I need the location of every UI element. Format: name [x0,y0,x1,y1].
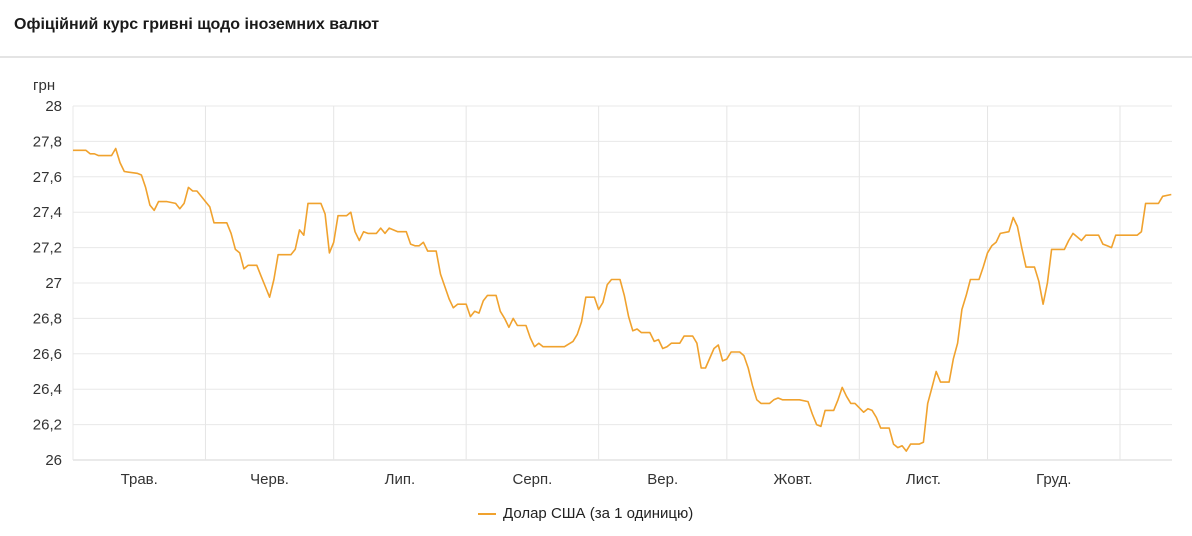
legend-label: Долар США (за 1 одиницю) [503,505,694,522]
y-tick-label: 27 [45,275,62,292]
y-tick-label: 26,4 [33,381,62,398]
y-tick-label: 26,2 [33,417,62,434]
x-tick-label: Лист. [906,471,941,488]
x-tick-label: Лип. [385,471,416,488]
x-tick-label: Груд. [1036,471,1071,488]
y-tick-label: 27,8 [33,133,62,150]
y-axis-unit: грн [33,77,55,94]
y-tick-label: 26,8 [33,310,62,327]
header-divider [0,56,1192,58]
y-tick-label: 26,6 [33,346,62,363]
y-tick-label: 27,6 [33,169,62,186]
chart-title: Офіційний курс гривні щодо іноземних вал… [14,16,380,33]
x-tick-label: Черв. [250,471,289,488]
x-tick-label: Вер. [647,471,678,488]
legend: Долар США (за 1 одиницю) [478,505,693,522]
series-line-usd [73,147,1172,452]
y-tick-label: 28 [45,98,62,115]
y-tick-label: 27,4 [33,204,62,221]
y-tick-label: 26 [45,452,62,469]
x-tick-label: Трав. [121,471,158,488]
legend-swatch [478,512,496,515]
y-tick-label: 27,2 [33,240,62,257]
x-tick-label: Жовт. [774,471,813,488]
x-tick-label: Серп. [512,471,552,488]
